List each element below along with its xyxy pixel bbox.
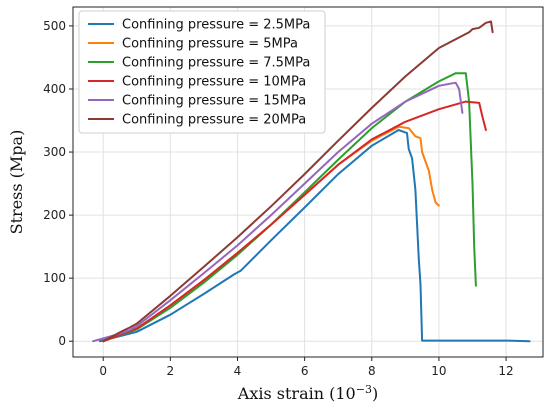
y-tick-label: 300 xyxy=(43,145,66,159)
legend-label-4: Confining pressure = 10MPa xyxy=(122,75,306,90)
x-tick-label: 4 xyxy=(234,364,242,378)
series-lines xyxy=(92,20,531,343)
y-tick-label: 100 xyxy=(43,271,66,285)
series-line-6 xyxy=(102,20,494,343)
series-line-4 xyxy=(102,100,487,343)
legend: Confining pressure = 2.5MPa Confining pre… xyxy=(78,10,326,134)
x-tick-label: 0 xyxy=(99,364,107,378)
legend-box xyxy=(78,10,326,134)
y-axis-ticks: 0 100 200 300 400 500 xyxy=(43,19,73,348)
x-axis-label-superscript: −3 xyxy=(356,383,372,396)
y-tick-label: 200 xyxy=(43,208,66,222)
series-line-1 xyxy=(98,129,531,343)
legend-label-1: Confining pressure = 2.5MPa xyxy=(122,18,310,33)
x-tick-label: 6 xyxy=(301,364,309,378)
plot-area-frame xyxy=(72,6,544,358)
y-tick-label: 400 xyxy=(43,82,66,96)
x-tick-label: 10 xyxy=(431,364,446,378)
legend-label-5: Confining pressure = 15MPa xyxy=(122,94,306,109)
x-axis-label: Axis strain (10−3) xyxy=(237,383,378,403)
y-tick-label: 0 xyxy=(58,334,66,348)
legend-label-3: Confining pressure = 7.5MPa xyxy=(122,56,310,71)
series-line-5 xyxy=(92,81,464,343)
x-axis-ticks: 0 2 4 6 8 10 12 xyxy=(99,357,514,378)
legend-label-6: Confining pressure = 20MPa xyxy=(122,113,306,128)
legend-label-2: Confining pressure = 5MPa xyxy=(122,37,298,52)
x-axis-label-main: Axis strain (10 xyxy=(237,384,356,403)
x-tick-label: 2 xyxy=(167,364,175,378)
x-axis-label-close: ) xyxy=(372,384,378,403)
x-tick-label: 8 xyxy=(368,364,376,378)
y-tick-label: 500 xyxy=(43,19,66,33)
y-axis-label: Stress (Mpa) xyxy=(7,130,26,235)
x-tick-label: 12 xyxy=(498,364,513,378)
series-line-3 xyxy=(102,72,477,343)
